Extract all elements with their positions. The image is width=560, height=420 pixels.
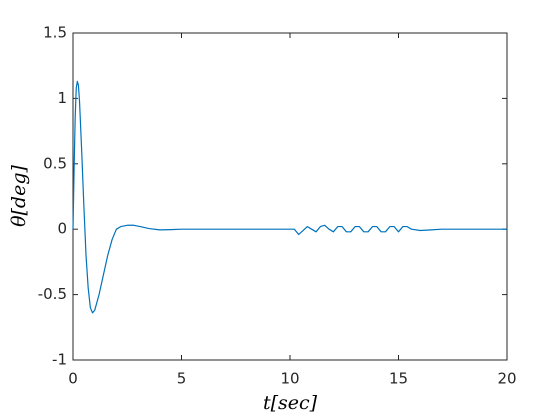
x-axis-label: t[sec] [263,392,318,414]
x-tick-label: 20 [497,370,516,388]
x-tick-label: 0 [68,370,78,388]
y-tick-label: -0.5 [38,285,67,303]
x-tick-label: 5 [177,370,187,388]
y-tick-label: 0 [57,220,67,238]
data-line [72,80,507,314]
y-axis-label: θ[deg] [8,165,30,227]
y-tick-label: 0.5 [43,154,67,172]
y-tick-label: 1.5 [43,24,67,42]
y-tick-label: -1 [52,351,67,369]
x-tick-label: 15 [389,370,408,388]
y-tick-label: 1 [57,89,67,107]
axes-box [72,32,508,361]
x-tick-label: 10 [280,370,299,388]
